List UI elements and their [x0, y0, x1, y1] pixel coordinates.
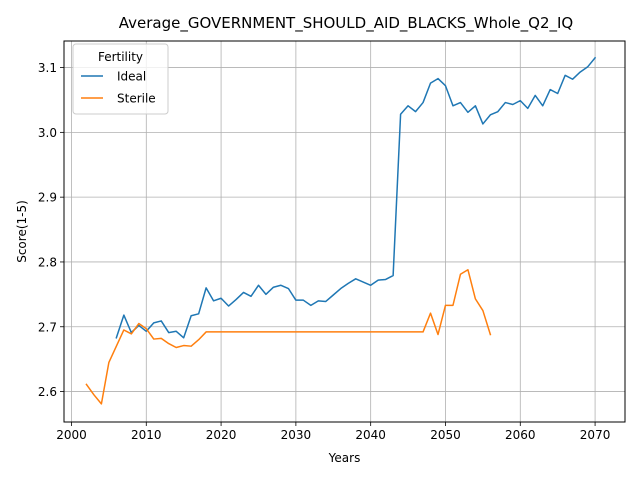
y-tick-label: 2.9 — [38, 191, 57, 205]
x-tick-label: 2000 — [56, 428, 87, 442]
grid — [64, 41, 625, 422]
x-tick-label: 2060 — [505, 428, 536, 442]
y-tick-label: 2.8 — [38, 255, 57, 269]
x-axis-label: Years — [328, 451, 361, 465]
plot-frame — [63, 40, 626, 423]
x-axis-ticks: 2000 2010 2020 2030 2040 2050 2060 2070 — [56, 422, 610, 442]
x-tick-label: 2010 — [131, 428, 162, 442]
y-tick-label: 2.6 — [38, 385, 57, 399]
legend-label-ideal: Ideal — [117, 70, 146, 84]
legend-label-sterile: Sterile — [117, 92, 156, 106]
series-line-sterile — [85, 268, 492, 405]
chart-title: Average_GOVERNMENT_SHOULD_AID_BLACKS_Who… — [119, 14, 574, 33]
y-tick-label: 3.0 — [38, 126, 57, 140]
legend-box — [72, 43, 169, 115]
series-line-ideal — [115, 56, 597, 339]
x-tick-label: 2040 — [355, 428, 386, 442]
series-lines — [85, 56, 597, 405]
y-tick-label: 3.1 — [38, 61, 57, 75]
y-axis-ticks: 2.6 2.7 2.8 2.9 3.0 3.1 — [38, 61, 64, 399]
y-axis-label: Score(1-5) — [15, 200, 29, 263]
x-tick-label: 2070 — [580, 428, 611, 442]
x-tick-label: 2050 — [430, 428, 461, 442]
y-tick-label: 2.7 — [38, 320, 57, 334]
x-tick-label: 2030 — [281, 428, 312, 442]
legend-title: Fertility — [98, 50, 143, 64]
legend: Fertility Ideal Sterile — [72, 43, 169, 115]
x-tick-label: 2020 — [206, 428, 237, 442]
